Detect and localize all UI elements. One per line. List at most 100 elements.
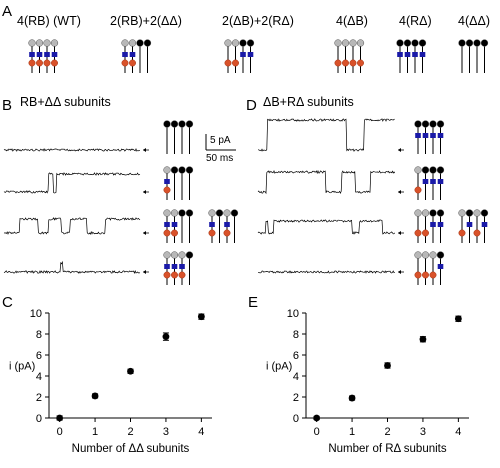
gate-ball-grey [170,209,179,217]
x-tick-label: 1 [92,426,98,438]
gate-ball-grey [208,209,216,217]
d-sub-3 [414,251,445,285]
y-axis-label: i (pA) [9,361,35,373]
baseline-arrowhead [143,148,146,152]
gate-ball-black [239,39,247,47]
scale-bar-current: 5 pA [210,135,231,146]
d-sub-2a [414,209,445,243]
red-domain [36,59,43,67]
d-sub-0 [414,120,445,154]
group-label-dd: 4(ΔΔ) [458,14,490,28]
gate-ball-black [396,39,404,47]
red-domain [51,59,58,67]
red-domain [349,59,357,67]
blue-domain [171,222,178,227]
y-tick-label: 6 [36,350,42,362]
gate-ball-black [185,166,194,174]
blue-domain [247,52,254,57]
blue-domain [224,222,230,227]
red-domain [458,229,466,237]
panel-letter-a: A [2,3,12,20]
blue-domain [51,52,58,57]
gate-ball-grey [224,39,232,47]
data-point [419,335,427,343]
gate-ball-black [246,39,255,47]
red-domain [414,271,422,279]
blue-domain [466,222,473,227]
gate-ball-grey [43,39,51,47]
gate-ball-grey [223,209,231,217]
gate-ball-grey [356,39,365,47]
gate-ball-black [136,39,144,47]
x-tick-label: 0 [57,426,63,438]
data-point [348,394,356,402]
red-domain [414,229,422,237]
trace-d-2 [257,219,404,235]
red-domain [171,229,178,237]
blue-domain [29,52,35,57]
x-tick-label: 4 [198,426,204,438]
gate-ball-black [480,209,489,217]
data-point [313,414,321,422]
gate-ball-grey [414,251,422,259]
b-sub-3 [163,251,194,285]
gate-ball-black [230,209,239,217]
gate-ball-black [143,39,152,47]
subunits-rb-dd [121,39,152,73]
blue-domain [437,222,444,227]
y-tick-label: 4 [36,371,42,383]
gate-ball-grey [178,251,186,259]
y-tick-label: 10 [30,308,42,320]
gate-ball-grey [231,39,240,47]
group-label-wt: 4(RB) (WT) [17,14,81,28]
red-domain [232,59,239,67]
trace-b-1 [3,172,149,194]
blue-domain [422,179,429,184]
red-domain [28,59,36,67]
y-tick-label: 2 [36,392,42,404]
gate-ball-grey [421,251,430,259]
red-domain [163,229,171,237]
b-sub-0 [163,120,194,154]
d-sub-1 [414,166,445,200]
blue-domain [430,179,436,184]
blue-domain [412,52,418,57]
baseline-arrowhead [143,270,146,274]
current-trace [3,217,141,235]
blue-domain [430,133,436,138]
gate-ball-grey [128,39,137,47]
blue-domain [437,133,444,138]
gate-ball-black [436,209,445,217]
blue-domain [240,52,246,57]
data-point [384,362,391,369]
blue-domain [171,264,178,269]
scale-bar-time: 50 ms [206,153,233,164]
trace-b-0 [3,147,149,152]
x-tick-label: 2 [127,426,133,438]
trace-b-2 [3,217,149,235]
group-label-db: 4(ΔB) [336,14,368,28]
gate-ball-black [436,120,445,128]
panel-letter-d: D [246,97,257,114]
b-sub-2a [163,209,194,243]
baseline-arrowhead [398,148,401,152]
blue-domain [164,222,170,227]
x-axis-label: Number of ΔΔ subunits [72,443,190,455]
red-domain [224,59,232,67]
current-trace [258,118,395,152]
y-tick-label: 4 [293,371,299,383]
scale-bar: 5 pA 50 ms [205,134,236,164]
blue-domain [404,52,411,57]
data-point [56,414,64,422]
panel-letter-c: C [2,294,13,311]
x-tick-label: 4 [455,426,461,438]
gate-ball-black [170,166,179,174]
group-label-rb-dd: 2(RB)+2(ΔΔ) [110,14,182,28]
blue-domain [437,264,444,269]
gate-ball-black [163,120,171,128]
gate-ball-grey [341,39,350,47]
d-sub-2b [458,209,489,243]
gate-ball-black [465,209,474,217]
baseline-arrowhead [143,231,146,235]
